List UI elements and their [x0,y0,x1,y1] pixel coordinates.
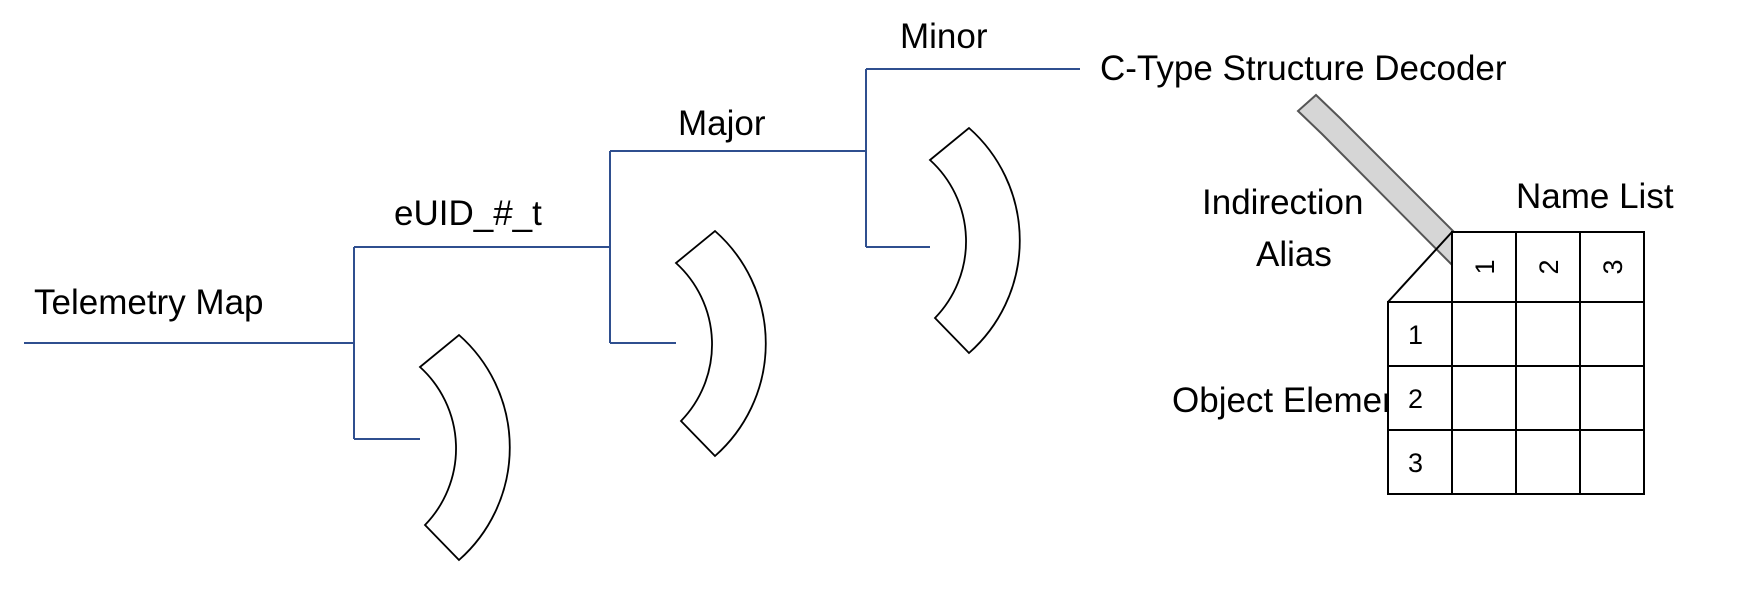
table-cell [1515,429,1581,495]
row-header-label: 3 [1408,448,1423,478]
indirection-label: Indirection [1202,183,1363,222]
euid-connector [609,150,866,344]
telemetry-map-port-arc [418,333,511,562]
column-header-label: 1 [1470,259,1500,274]
minor-label: Minor [900,17,988,56]
decoder-label: C-Type Structure Decoder [1100,49,1507,88]
row-header-label: 2 [1408,384,1423,414]
major-label: Major [678,104,766,143]
table-cell [1451,429,1517,495]
table-cell [1579,429,1645,495]
column-header-label: 3 [1598,259,1628,274]
euid-port-arc [674,229,767,458]
table-cell [1451,301,1517,367]
name-list-table: 1 2 3 1 2 3 [1387,231,1645,495]
table-cell [1451,365,1517,431]
major-connector [865,68,1080,248]
port-arcs [418,126,1021,562]
name-list-label: Name List [1516,177,1674,216]
row-header-label: 1 [1408,320,1423,350]
major-branch [865,68,1080,248]
telemetry-map-branch [24,246,610,440]
column-header-cell [1451,231,1517,303]
table-cell [1579,301,1645,367]
telemetry-map-connector [24,246,610,440]
column-header-label: 2 [1534,259,1564,274]
table-cell [1579,365,1645,431]
euid-branch [609,150,866,344]
object-element-label: Object Element [1172,381,1412,420]
table-cell [1515,365,1581,431]
column-header-cell [1579,231,1645,303]
table-cell [1515,301,1581,367]
alias-label: Alias [1256,235,1332,274]
euid-label: eUID_#_t [394,194,542,233]
table-corner-diagonal [1387,231,1453,303]
row-header-cell [1387,429,1453,495]
major-port-arc [928,126,1021,355]
telemetry-map-label: Telemetry Map [34,283,264,322]
